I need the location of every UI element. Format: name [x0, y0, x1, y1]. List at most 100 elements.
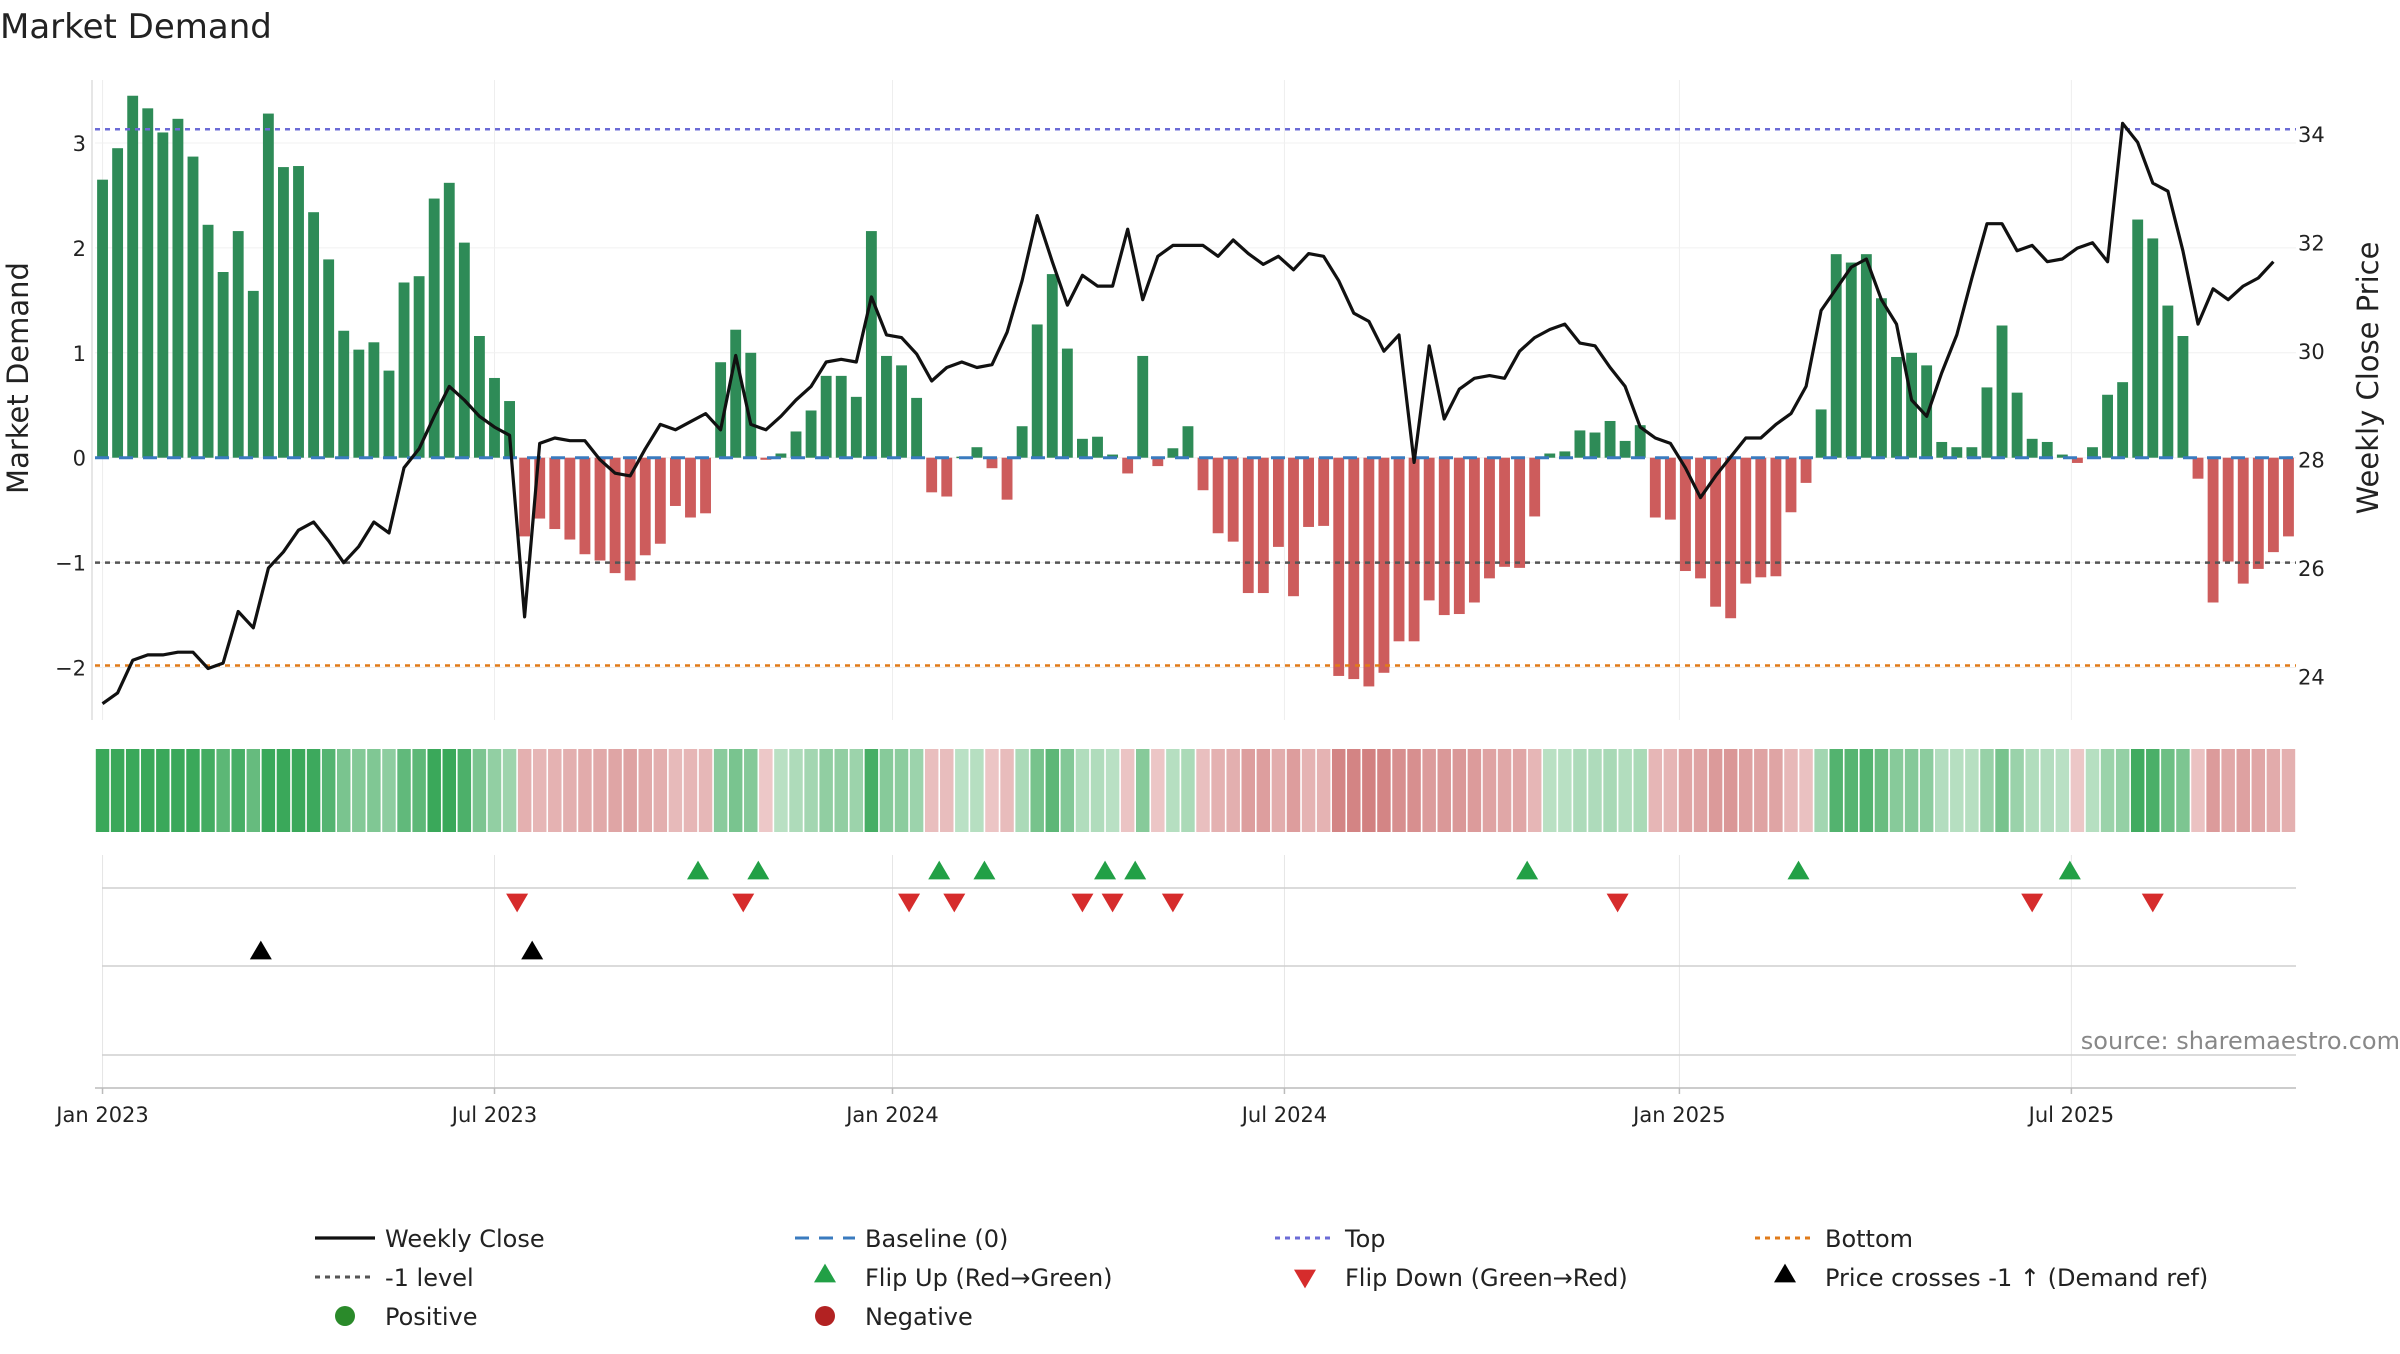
demand-bar	[654, 457, 666, 544]
heat-strip-cell	[171, 749, 185, 832]
heat-strip-cell	[819, 749, 833, 832]
demand-bar	[1845, 262, 1857, 458]
demand-bar	[1061, 348, 1073, 458]
legend-label: Flip Up (Red→Green)	[865, 1264, 1113, 1292]
demand-bar	[2087, 447, 2098, 458]
demand-bar	[760, 457, 772, 460]
demand-bar	[1559, 451, 1571, 458]
demand-bar	[1544, 453, 1556, 458]
heat-strip-cell	[367, 749, 381, 832]
demand-bar	[217, 272, 229, 458]
heat-strip-cell	[246, 749, 261, 832]
demand-bar	[1423, 457, 1435, 601]
demand-bar	[1212, 457, 1224, 534]
flip-down-marker	[2021, 893, 2044, 913]
heat-strip-cell	[2100, 749, 2115, 832]
heat-strip-cell	[548, 749, 562, 832]
demand-bar	[1197, 457, 1209, 491]
heat-strip-cell	[141, 749, 155, 832]
heat-strip-cell	[2281, 749, 2296, 832]
heat-strip-cell	[412, 749, 426, 832]
heat-strip-cell	[698, 749, 713, 832]
heat-strip-cell	[502, 749, 517, 832]
demand-bar	[1664, 457, 1676, 520]
legend-swatch-triangle-up	[1774, 1263, 1796, 1283]
heat-strip-cell	[1633, 749, 1647, 832]
demand-bar	[262, 113, 274, 458]
demand-bar	[2267, 457, 2279, 553]
heat-strip-cell	[1995, 749, 2009, 832]
heat-strip-cell	[1060, 749, 1075, 832]
heat-strip-cell	[472, 749, 487, 832]
heat-strip-cell	[955, 749, 969, 832]
demand-bar	[1122, 457, 1134, 474]
x-tick-label: Jul 2023	[450, 1103, 537, 1127]
demand-bar	[1951, 447, 1963, 458]
heat-strip-cell	[2191, 749, 2205, 832]
demand-bar	[1031, 324, 1043, 458]
demand-bar	[579, 457, 591, 555]
heat-strip-cell	[1618, 749, 1632, 832]
heat-strip-cell	[940, 749, 954, 832]
demand-bar	[1257, 457, 1269, 594]
demand-bar	[1137, 355, 1149, 458]
demand-bar	[1378, 457, 1390, 673]
demand-bar	[413, 276, 425, 458]
heat-strip-cell	[276, 749, 291, 832]
demand-bar	[594, 457, 606, 561]
flip-up-marker	[687, 860, 710, 880]
demand-bar	[398, 282, 410, 458]
demand-bar	[1272, 457, 1284, 547]
heat-strip-cell	[1603, 749, 1617, 832]
demand-bar	[2102, 394, 2113, 458]
demand-bar	[1830, 254, 1842, 458]
heat-strip-cell	[1497, 749, 1512, 832]
demand-bar	[2283, 457, 2294, 537]
demand-bar	[971, 447, 983, 458]
x-tick-label: Jan 2024	[844, 1103, 939, 1127]
flip-down-marker	[943, 893, 966, 913]
demand-bar	[2177, 336, 2189, 458]
heat-strip-cell	[216, 749, 230, 832]
demand-bar	[2056, 454, 2068, 458]
heat-strip-cell	[1573, 749, 1587, 832]
demand-bar	[247, 290, 259, 458]
heat-strip-cell	[1980, 749, 1994, 832]
demand-bar	[1755, 457, 1767, 578]
demand-bar	[1876, 298, 1887, 458]
demand-bar	[2147, 238, 2159, 458]
heat-strip-cell	[1527, 749, 1542, 832]
heat-strip-cell	[593, 749, 607, 832]
demand-bar	[549, 457, 561, 530]
demand-bar	[338, 330, 350, 458]
legend-label: Negative	[865, 1303, 973, 1331]
heat-strip-cell	[1919, 749, 1934, 832]
heat-strip-cell	[1588, 749, 1602, 832]
demand-bar	[1936, 441, 1948, 458]
demand-bar	[1242, 457, 1254, 594]
demand-bar	[1438, 457, 1450, 616]
demand-bar	[2237, 457, 2249, 584]
heat-strip-cell	[1648, 749, 1663, 832]
heat-strip-cell	[2055, 749, 2070, 832]
heat-strip-cell	[1377, 749, 1391, 832]
flip-up-marker	[1516, 860, 1539, 880]
demand-bar	[1649, 457, 1661, 518]
heat-strip-cell	[970, 749, 984, 832]
flip-up-marker	[747, 860, 770, 880]
legend-label: Top	[1344, 1225, 1386, 1253]
demand-bar	[97, 179, 108, 458]
heat-strip-cell	[1754, 749, 1768, 832]
demand-bar	[1514, 457, 1526, 568]
demand-bars	[97, 95, 2294, 687]
heat-strip-cell	[442, 749, 457, 832]
demand-bar	[1318, 457, 1330, 526]
y2-axis-label: Weekly Close Price	[2351, 242, 2385, 515]
demand-bar	[1695, 457, 1706, 579]
heat-strip-cell	[1015, 749, 1029, 832]
heat-strip-cell	[337, 749, 351, 832]
demand-bar	[1333, 457, 1345, 676]
heat-strip-cell	[321, 749, 336, 832]
demand-bar	[353, 349, 365, 458]
